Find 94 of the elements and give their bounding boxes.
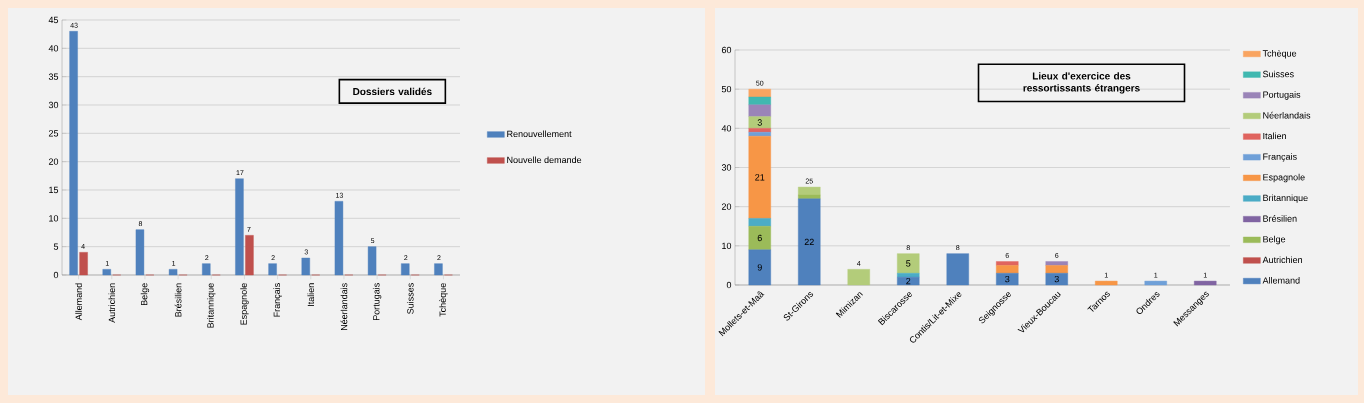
legend-label: Renouvellement: [507, 130, 572, 138]
bar: [748, 218, 771, 227]
legend-label: Allemand: [1262, 277, 1300, 284]
data-label: 22: [804, 238, 814, 246]
y-tick-label: 0: [726, 281, 732, 289]
x-tick-label: Portugais: [372, 283, 382, 321]
data-label: 9: [757, 264, 762, 271]
bar: [897, 276, 920, 286]
bar: [798, 198, 821, 286]
bar: [897, 273, 920, 278]
y-tick-label: 20: [721, 203, 732, 210]
x-tick-label: Belge: [140, 283, 150, 306]
x-tick-label: Français: [273, 283, 282, 317]
data-label: 3: [1054, 275, 1059, 283]
data-label: 21: [755, 174, 765, 181]
x-tick-label: Néerlandais: [340, 283, 348, 331]
y-tick-label: 15: [49, 186, 59, 194]
y-tick-label: 20: [48, 158, 59, 165]
x-tick-label: Britannique: [207, 283, 216, 328]
y-tick-label: 30: [48, 101, 59, 109]
text: Lieux d'exercice des ressortissants étrangers: [1023, 72, 1140, 94]
legend-label: Nouvelle demande: [507, 156, 582, 164]
bar: [897, 253, 920, 274]
y-tick-label: 40: [48, 45, 59, 52]
x-tick-label: Autrichien: [108, 283, 116, 323]
y-tick-label: 50: [721, 85, 732, 93]
bar: [946, 253, 969, 286]
bar: [798, 194, 821, 200]
data-label: 3: [1005, 275, 1010, 283]
legend-label: Espagnole: [1263, 173, 1305, 183]
bar: [102, 269, 111, 276]
bar: [748, 226, 771, 250]
bar: [847, 269, 870, 286]
data-label: 3: [757, 119, 762, 126]
y-tick-label: 35: [48, 73, 59, 80]
bar: [996, 273, 1019, 286]
bar: [135, 229, 145, 276]
bar: [996, 261, 1019, 266]
bar: [268, 263, 277, 276]
x-tick-label: Allemand: [75, 283, 82, 321]
y-tick-label: 40: [721, 125, 732, 132]
bar: [748, 135, 771, 219]
x-tick-label: Espagnole: [240, 283, 249, 325]
bar: [748, 96, 771, 106]
data-label: 2: [906, 277, 911, 285]
bar: [334, 201, 344, 276]
y-tick-label: 25: [48, 130, 59, 137]
x-tick-label: Italien: [307, 283, 315, 306]
legend-label: Suisses: [1262, 70, 1294, 78]
bar: [367, 246, 377, 276]
legend-label: Brésilien: [1263, 215, 1297, 222]
x-tick-label: Tchèque: [439, 283, 448, 317]
bar: [1045, 261, 1068, 266]
y-tick-label: 10: [49, 215, 59, 222]
bar: [748, 128, 771, 133]
legend-label: Italien: [1263, 132, 1286, 140]
bar: [235, 178, 244, 276]
x-tick-label: Brésilien: [174, 283, 182, 317]
legend-label: Britannique: [1263, 194, 1308, 203]
data-label: 5: [906, 260, 911, 267]
y-tick-label: 0: [53, 271, 59, 279]
bar: [748, 249, 771, 286]
y-tick-label: 5: [53, 243, 59, 250]
bar: [996, 265, 1019, 274]
bar: [434, 263, 443, 276]
bar: [1045, 265, 1068, 274]
legend-label: Belge: [1263, 235, 1286, 245]
legend-label: Néerlandais: [1263, 111, 1311, 119]
y-tick-label: 30: [721, 164, 732, 171]
bar: [748, 132, 771, 137]
legend-label: Tchèque: [1262, 49, 1297, 59]
bar: [1144, 280, 1167, 286]
bar: [748, 104, 771, 117]
y-tick-label: 45: [48, 16, 59, 24]
bar: [1194, 280, 1217, 286]
bar: [1045, 273, 1068, 286]
legend-label: Autrichien: [1262, 256, 1302, 264]
y-tick-label: 10: [722, 242, 732, 250]
legend-label: Français: [1263, 153, 1297, 162]
bar: [202, 263, 211, 276]
legend-label: Portugais: [1263, 91, 1301, 100]
bar: [1095, 280, 1118, 286]
bar: [69, 31, 78, 276]
data-label: 6: [757, 234, 762, 242]
x-tick-label: Suisses: [406, 283, 414, 314]
bar: [748, 116, 771, 129]
bar: [301, 257, 310, 276]
bar: [245, 235, 254, 276]
y-tick-label: 60: [721, 46, 732, 54]
bar: [79, 252, 88, 276]
bar: [168, 269, 178, 276]
bar: [401, 263, 410, 276]
bar: [798, 186, 821, 196]
text: Dossiers validés: [353, 87, 432, 96]
